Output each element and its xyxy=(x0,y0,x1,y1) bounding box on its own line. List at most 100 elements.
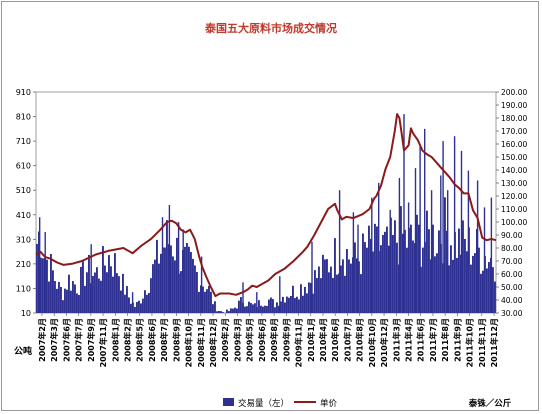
volume-bar xyxy=(278,305,280,313)
volume-bar xyxy=(396,242,398,313)
volume-bar xyxy=(428,229,430,313)
volume-bar xyxy=(326,259,328,313)
volume-bar xyxy=(492,267,494,313)
right-tick-label: 140.00 xyxy=(501,166,527,175)
volume-bar xyxy=(100,280,102,313)
volume-bar xyxy=(40,257,42,313)
volume-spike xyxy=(352,212,355,313)
volume-spike xyxy=(357,224,359,313)
volume-bar xyxy=(226,309,228,313)
volume-spike xyxy=(460,150,463,313)
x-tick-label: 2008年11月 xyxy=(196,318,206,367)
volume-bar xyxy=(470,264,472,313)
volume-bar xyxy=(58,281,60,313)
volume-bar xyxy=(126,286,128,313)
left-tick-label: 10 xyxy=(21,309,31,318)
volume-bar xyxy=(446,230,448,313)
volume-bar xyxy=(426,210,428,313)
volume-bar xyxy=(150,278,152,313)
volume-bar xyxy=(86,272,88,313)
volume-spike xyxy=(90,244,92,313)
volume-bar xyxy=(432,224,434,313)
volume-bar xyxy=(204,291,206,313)
x-tick-label: 2009年9月 xyxy=(281,318,291,362)
legend: 交易量（左） 单价 xyxy=(223,398,338,409)
volume-bar xyxy=(222,312,224,313)
volume-bar xyxy=(410,224,412,313)
volume-spike xyxy=(200,256,203,313)
volume-bar xyxy=(166,220,168,313)
x-tick-label: 2010年12月 xyxy=(379,318,389,367)
volume-bar xyxy=(154,259,156,313)
volume-bar xyxy=(270,297,272,313)
x-tick-label: 2007年2月 xyxy=(37,318,47,362)
volume-bar xyxy=(38,231,40,313)
x-tick-label: 2011年10月 xyxy=(465,318,475,367)
volume-bar xyxy=(68,274,70,313)
volume-bar xyxy=(402,233,404,313)
volume-bar xyxy=(264,305,266,313)
x-tick-label: 2007年7月 xyxy=(74,318,84,362)
volume-bar xyxy=(466,251,468,313)
volume-bar xyxy=(374,223,376,313)
x-tick-label: 2011年4月 xyxy=(403,318,413,362)
x-tick-label: 2007年3月 xyxy=(49,318,59,362)
right-tick-label: 70.00 xyxy=(501,257,523,266)
volume-bar xyxy=(130,303,132,313)
volume-bar xyxy=(480,273,482,313)
volume-bar xyxy=(458,228,460,313)
volume-bar xyxy=(404,229,406,313)
x-tick-label: 2008年1月 xyxy=(110,318,120,362)
volume-bar xyxy=(106,272,108,313)
volume-bar xyxy=(180,271,182,313)
volume-bar xyxy=(274,307,276,313)
volume-bar xyxy=(292,285,294,313)
left-tick-label: 410 xyxy=(16,211,31,220)
volume-bar xyxy=(176,237,178,313)
volume-bar xyxy=(262,306,264,313)
volume-bar xyxy=(306,293,308,313)
volume-bar xyxy=(136,301,138,313)
volume-bar xyxy=(366,247,368,313)
volume-spike xyxy=(447,190,449,313)
volume-bar xyxy=(172,256,174,313)
left-axis-unit: 公吨 xyxy=(14,345,32,357)
volume-bar xyxy=(206,289,208,313)
volume-bar xyxy=(78,294,80,313)
volume-spike xyxy=(398,177,401,313)
volume-bar xyxy=(108,255,110,313)
volume-bar xyxy=(212,304,214,313)
volume-bar xyxy=(362,233,364,313)
left-tick-label: 110 xyxy=(16,284,31,293)
volume-spike xyxy=(414,168,417,313)
volume-bar xyxy=(316,277,318,313)
chart-title: 泰国五大原料市场成交情况 xyxy=(204,21,337,35)
volume-spike xyxy=(453,136,456,313)
volume-bar xyxy=(196,271,198,313)
x-axis: 2007年2月 2007年3月 2007年6月 2007年7月 2007年9月 2007年… xyxy=(37,313,499,367)
left-tick-label: 910 xyxy=(16,88,31,97)
volume-bar xyxy=(188,246,190,313)
right-tick-label: 40.00 xyxy=(501,296,523,305)
left-tick-label: 310 xyxy=(16,235,31,244)
volume-bar xyxy=(88,254,90,313)
volume-bar xyxy=(276,302,278,313)
x-tick-label: 2009年2月 xyxy=(220,318,230,362)
volume-bar xyxy=(214,301,216,313)
volume-bar xyxy=(218,310,220,313)
volume-bar xyxy=(388,245,390,313)
x-tick-label: 2009年5月 xyxy=(245,318,255,362)
volume-bar xyxy=(288,297,290,313)
volume-bar xyxy=(384,231,386,313)
volume-bar xyxy=(342,259,344,313)
volume-bar xyxy=(332,277,334,313)
volume-bar xyxy=(92,275,94,313)
volume-bar xyxy=(320,278,322,313)
x-tick-label: 2010年6月 xyxy=(330,318,340,362)
x-tick-label: 2010年10月 xyxy=(367,318,377,367)
volume-bar xyxy=(160,253,162,313)
volume-bar xyxy=(304,286,306,313)
volume-bar xyxy=(164,247,166,313)
volume-bar xyxy=(382,235,384,313)
volume-bar xyxy=(376,226,378,313)
